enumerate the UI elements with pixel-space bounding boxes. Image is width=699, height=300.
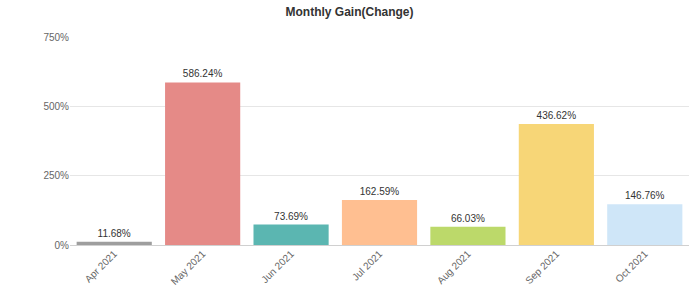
svg-text:586.24%: 586.24% xyxy=(183,68,223,79)
svg-text:73.69%: 73.69% xyxy=(274,211,308,222)
svg-text:Monthly Gain(Change): Monthly Gain(Change) xyxy=(286,5,414,19)
svg-text:Aug 2021: Aug 2021 xyxy=(435,248,473,286)
svg-text:250%: 250% xyxy=(43,170,69,181)
svg-text:Jun 2021: Jun 2021 xyxy=(259,248,296,285)
svg-text:66.03%: 66.03% xyxy=(451,213,485,224)
svg-text:146.76%: 146.76% xyxy=(625,190,665,201)
svg-text:500%: 500% xyxy=(43,101,69,112)
svg-text:750%: 750% xyxy=(43,32,69,43)
svg-text:Sep 2021: Sep 2021 xyxy=(523,248,561,286)
svg-text:11.68%: 11.68% xyxy=(98,228,131,239)
svg-text:0%: 0% xyxy=(55,240,70,251)
svg-text:162.59%: 162.59% xyxy=(360,186,400,197)
svg-text:May 2021: May 2021 xyxy=(169,248,208,287)
svg-text:Jul 2021: Jul 2021 xyxy=(350,248,385,283)
svg-text:436.62%: 436.62% xyxy=(537,110,577,121)
svg-text:Apr 2021: Apr 2021 xyxy=(83,248,120,285)
svg-text:Oct 2021: Oct 2021 xyxy=(613,248,650,285)
